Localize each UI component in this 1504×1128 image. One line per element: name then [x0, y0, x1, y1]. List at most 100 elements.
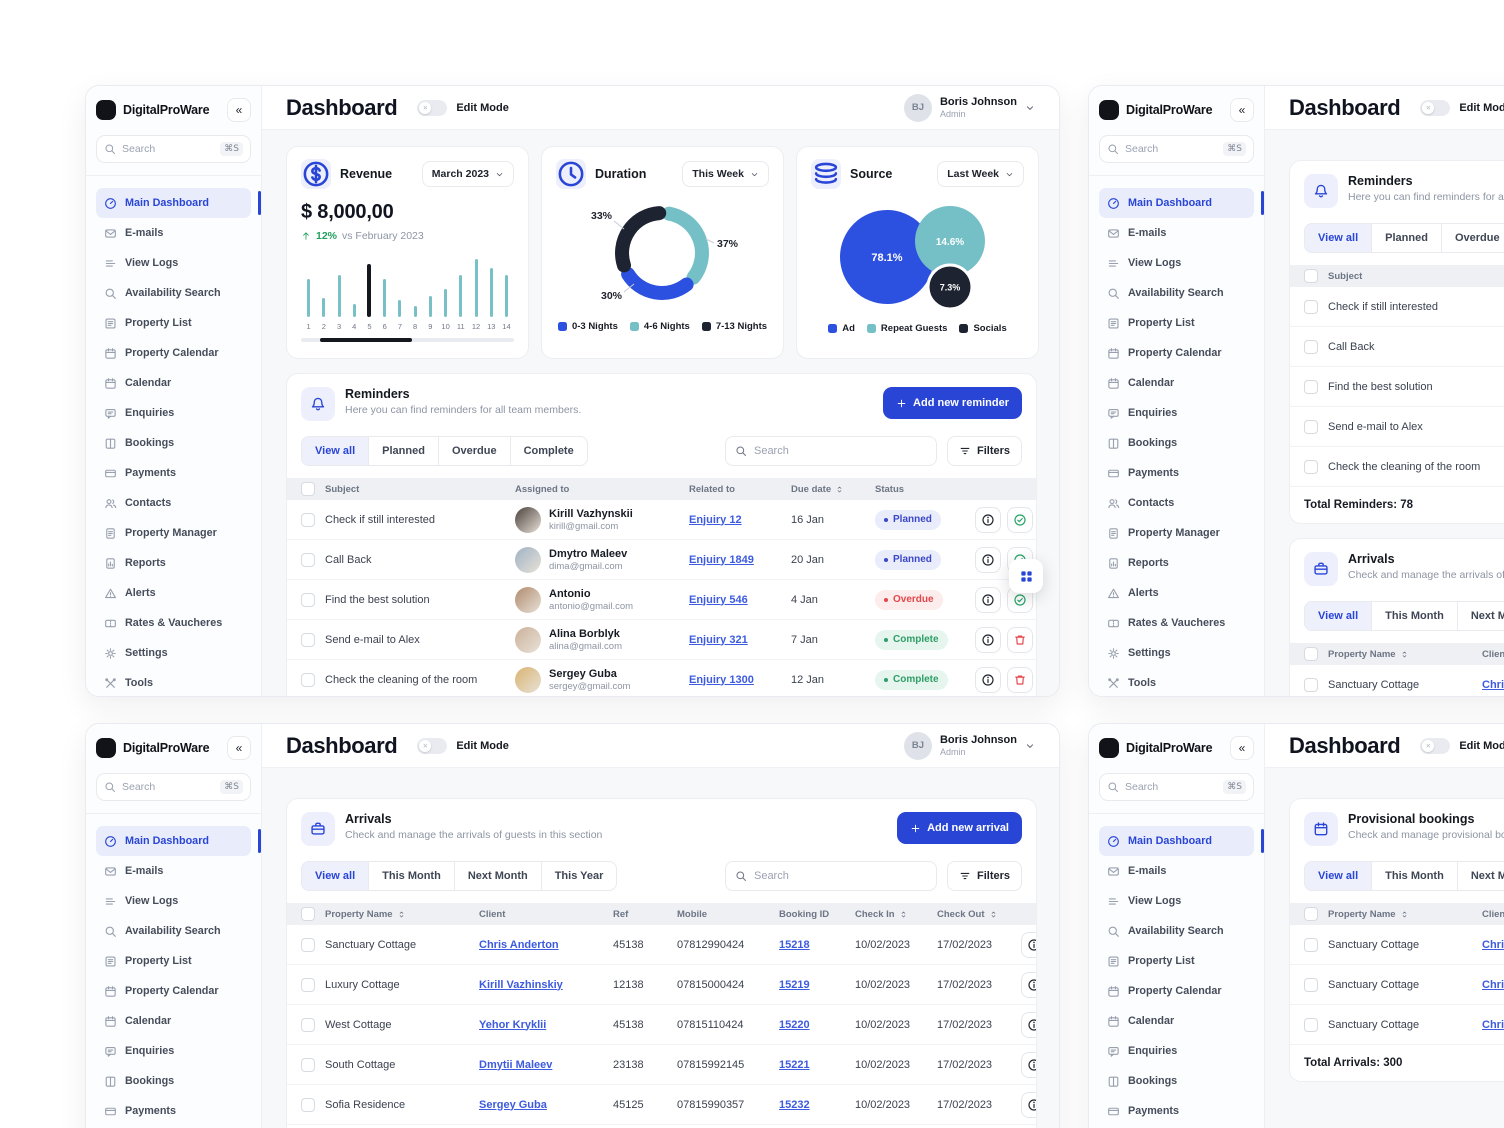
- add-new-button[interactable]: Add new reminder: [883, 387, 1022, 419]
- select-all-checkbox[interactable]: [1304, 269, 1318, 283]
- column-header[interactable]: Subject: [1328, 271, 1504, 282]
- row-checkbox[interactable]: [1304, 677, 1318, 692]
- tab-overdue[interactable]: Overdue: [1440, 223, 1504, 253]
- column-header[interactable]: Property Name: [1328, 909, 1482, 920]
- tab-planned[interactable]: Planned: [368, 436, 439, 466]
- sidebar-item-main-dashboard[interactable]: Main Dashboard: [96, 826, 261, 856]
- sidebar-collapse-button[interactable]: «: [227, 98, 251, 122]
- sidebar-item-reports[interactable]: Reports: [96, 548, 251, 578]
- edit-mode-toggle[interactable]: ✕: [1420, 99, 1451, 116]
- sidebar-item-enquiries[interactable]: Enquiries: [1099, 1036, 1254, 1066]
- column-header[interactable]: Due date: [791, 484, 875, 495]
- row-checkbox[interactable]: [301, 1057, 315, 1072]
- column-header[interactable]: Property Name: [1328, 649, 1482, 660]
- tab-complete[interactable]: Complete: [509, 436, 588, 466]
- sidebar-item-bookings[interactable]: Bookings: [1099, 1066, 1254, 1096]
- booking-id-link[interactable]: 15220: [779, 1018, 810, 1031]
- client-link[interactable]: Sergey Guba: [479, 1098, 547, 1111]
- source-period-select[interactable]: Last Week: [937, 161, 1024, 187]
- revenue-period-select[interactable]: March 2023: [421, 161, 514, 187]
- column-header[interactable]: Client: [1482, 909, 1504, 920]
- user-menu[interactable]: BJ Boris Johnson Admin: [903, 731, 1035, 760]
- select-all-checkbox[interactable]: [301, 907, 315, 921]
- sidebar-item-payments[interactable]: Payments: [96, 458, 251, 488]
- column-header[interactable]: Mobile: [677, 909, 779, 920]
- booking-id-link[interactable]: 15218: [779, 938, 810, 951]
- sidebar-item-view-logs[interactable]: View Logs: [1099, 886, 1254, 916]
- client-link[interactable]: Yehor Kryklii: [479, 1018, 547, 1031]
- booking-id-link[interactable]: 15219: [779, 978, 810, 991]
- related-enquiry-link[interactable]: Enjuiry 12: [689, 513, 742, 526]
- row-info-button[interactable]: [1021, 931, 1036, 958]
- tab-this-month[interactable]: This Month: [1371, 861, 1458, 891]
- client-link[interactable]: Kirill Vazhinskiy: [479, 978, 563, 991]
- sidebar-item-tools[interactable]: Tools: [1099, 668, 1254, 696]
- table-row[interactable]: Find the best solutionAntonioantonio@gma…: [1290, 367, 1504, 407]
- sidebar-item-bookings[interactable]: Bookings: [1099, 428, 1254, 458]
- table-row[interactable]: Sanctuary Cottage Chris Anderton: [1290, 965, 1504, 1005]
- column-header[interactable]: Status: [875, 484, 975, 495]
- table-row[interactable]: Sofia Residence Sergey Guba 45125 078159903…: [287, 1085, 1036, 1125]
- table-row[interactable]: South Cottage Dmytii Maleev 23138 078159921…: [287, 1045, 1036, 1085]
- tab-this-month[interactable]: This Month: [1371, 601, 1458, 631]
- row-checkbox[interactable]: [301, 1097, 315, 1112]
- row-checkbox[interactable]: [301, 937, 315, 952]
- sidebar-item-main-dashboard[interactable]: Main Dashboard: [1099, 826, 1264, 856]
- sidebar-item-alerts[interactable]: Alerts: [1099, 578, 1254, 608]
- sidebar-item-view-logs[interactable]: View Logs: [96, 248, 251, 278]
- sidebar-item-contacts[interactable]: Contacts: [1099, 488, 1254, 518]
- column-header[interactable]: Assigned to: [515, 484, 689, 495]
- sidebar-item-property-list[interactable]: Property List: [96, 946, 251, 976]
- table-row[interactable]: Sanctuary Cottage Chris Anderton: [1290, 925, 1504, 965]
- row-info-button[interactable]: [1021, 971, 1036, 998]
- sidebar-search-input[interactable]: Search ⌘S: [1099, 773, 1254, 801]
- column-header[interactable]: Property Name: [325, 909, 479, 920]
- tab-next-month[interactable]: Next Month: [453, 861, 542, 891]
- sidebar-item-enquiries[interactable]: Enquiries: [96, 1036, 251, 1066]
- client-link[interactable]: Dmytii Maleev: [479, 1058, 553, 1071]
- related-enquiry-link[interactable]: Enjuiry 546: [689, 593, 748, 606]
- sidebar-item-settings[interactable]: Settings: [96, 638, 251, 668]
- booking-id-link[interactable]: 15221: [779, 1058, 810, 1071]
- row-checkbox[interactable]: [301, 592, 315, 607]
- tab-view-all[interactable]: View all: [301, 861, 370, 891]
- column-header[interactable]: Client: [479, 909, 613, 920]
- row-info-button[interactable]: [975, 666, 1001, 693]
- sidebar-item-property-list[interactable]: Property List: [96, 308, 251, 338]
- sidebar-item-payments[interactable]: Payments: [1099, 458, 1254, 488]
- related-enquiry-link[interactable]: Enjuiry 1849: [689, 553, 754, 566]
- sidebar-search-input[interactable]: Search ⌘S: [96, 773, 251, 801]
- scrollbar-thumb[interactable]: [320, 338, 412, 342]
- sidebar-search-input[interactable]: Search ⌘S: [1099, 135, 1254, 163]
- table-row[interactable]: West Cottage Yehor Kryklii 45138 0781511042…: [287, 1005, 1036, 1045]
- sidebar-item-calendar[interactable]: Calendar: [1099, 368, 1254, 398]
- row-checkbox[interactable]: [1304, 379, 1318, 394]
- tab-view-all[interactable]: View all: [1304, 861, 1373, 891]
- row-info-button[interactable]: [1021, 1091, 1036, 1118]
- sidebar-item-e-mails[interactable]: E-mails: [1099, 218, 1254, 248]
- sidebar-search-input[interactable]: Search ⌘S: [96, 135, 251, 163]
- sidebar-item-property-calendar[interactable]: Property Calendar: [1099, 976, 1254, 1006]
- booking-id-link[interactable]: 15232: [779, 1098, 810, 1111]
- sidebar-item-e-mails[interactable]: E-mails: [96, 218, 251, 248]
- row-checkbox[interactable]: [1304, 977, 1318, 992]
- user-menu[interactable]: BJ Boris Johnson Admin: [903, 93, 1035, 122]
- table-row[interactable]: Check if still interested Kirill Vazhynsk…: [287, 500, 1036, 540]
- select-all-checkbox[interactable]: [301, 482, 315, 496]
- sidebar-collapse-button[interactable]: «: [1230, 98, 1254, 122]
- row-checkbox[interactable]: [1304, 937, 1318, 952]
- sidebar-item-bookings[interactable]: Bookings: [96, 428, 251, 458]
- tab-next-month[interactable]: Next Month: [1456, 861, 1504, 891]
- column-header[interactable]: Booking ID: [779, 909, 855, 920]
- edit-mode-toggle[interactable]: ✕: [417, 99, 448, 116]
- sidebar-collapse-button[interactable]: «: [227, 736, 251, 760]
- related-enquiry-link[interactable]: Enjuiry 1300: [689, 673, 754, 686]
- column-header[interactable]: Related to: [689, 484, 791, 495]
- sidebar-item-property-calendar[interactable]: Property Calendar: [1099, 338, 1254, 368]
- sidebar-item-availability-search[interactable]: Availability Search: [1099, 916, 1254, 946]
- table-search-input[interactable]: Search: [724, 436, 937, 466]
